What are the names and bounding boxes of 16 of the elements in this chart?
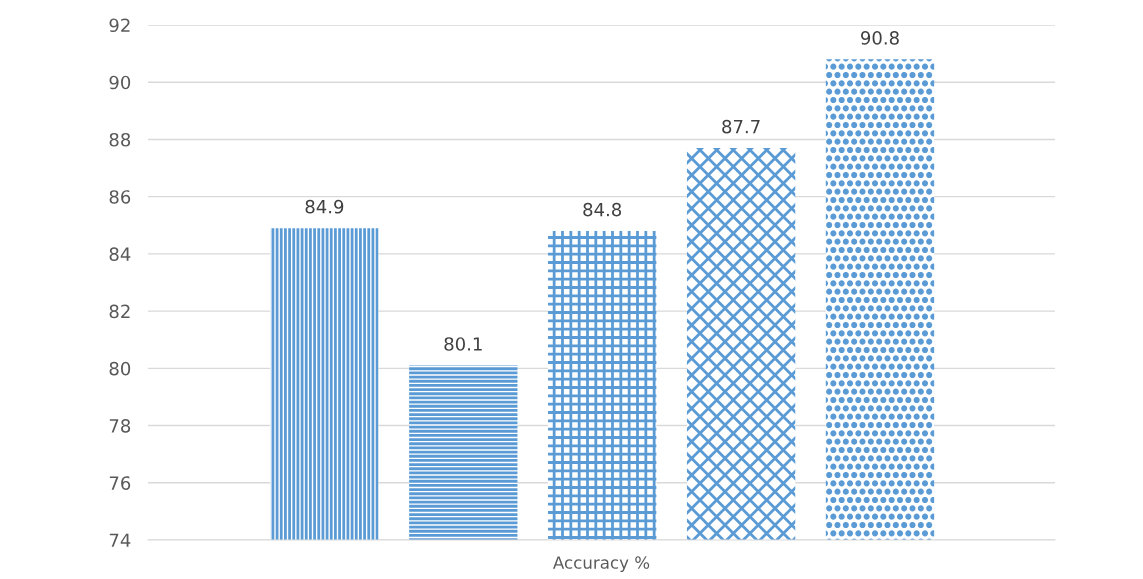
data-label: 84.8: [583, 202, 622, 217]
y-tick-label: 74: [109, 533, 131, 547]
data-label: 90.8: [861, 31, 899, 45]
data-label: 80.1: [444, 337, 482, 351]
y-tick-label: 88: [109, 132, 131, 147]
y-tick-label: 84: [109, 247, 131, 262]
y-tick-label: 92: [109, 18, 130, 33]
y-tick-label: 90: [109, 75, 131, 90]
y-tick-label: 76: [109, 476, 131, 490]
x-axis-title: Accuracy %: [553, 556, 650, 573]
data-label: 87.7: [722, 119, 760, 134]
y-tick-label: 80: [109, 361, 131, 376]
y-tick-label: 78: [109, 419, 131, 433]
y-tick-label: 86: [109, 190, 131, 204]
y-tick-label: 82: [109, 304, 130, 319]
data-label: 84.9: [305, 199, 344, 214]
